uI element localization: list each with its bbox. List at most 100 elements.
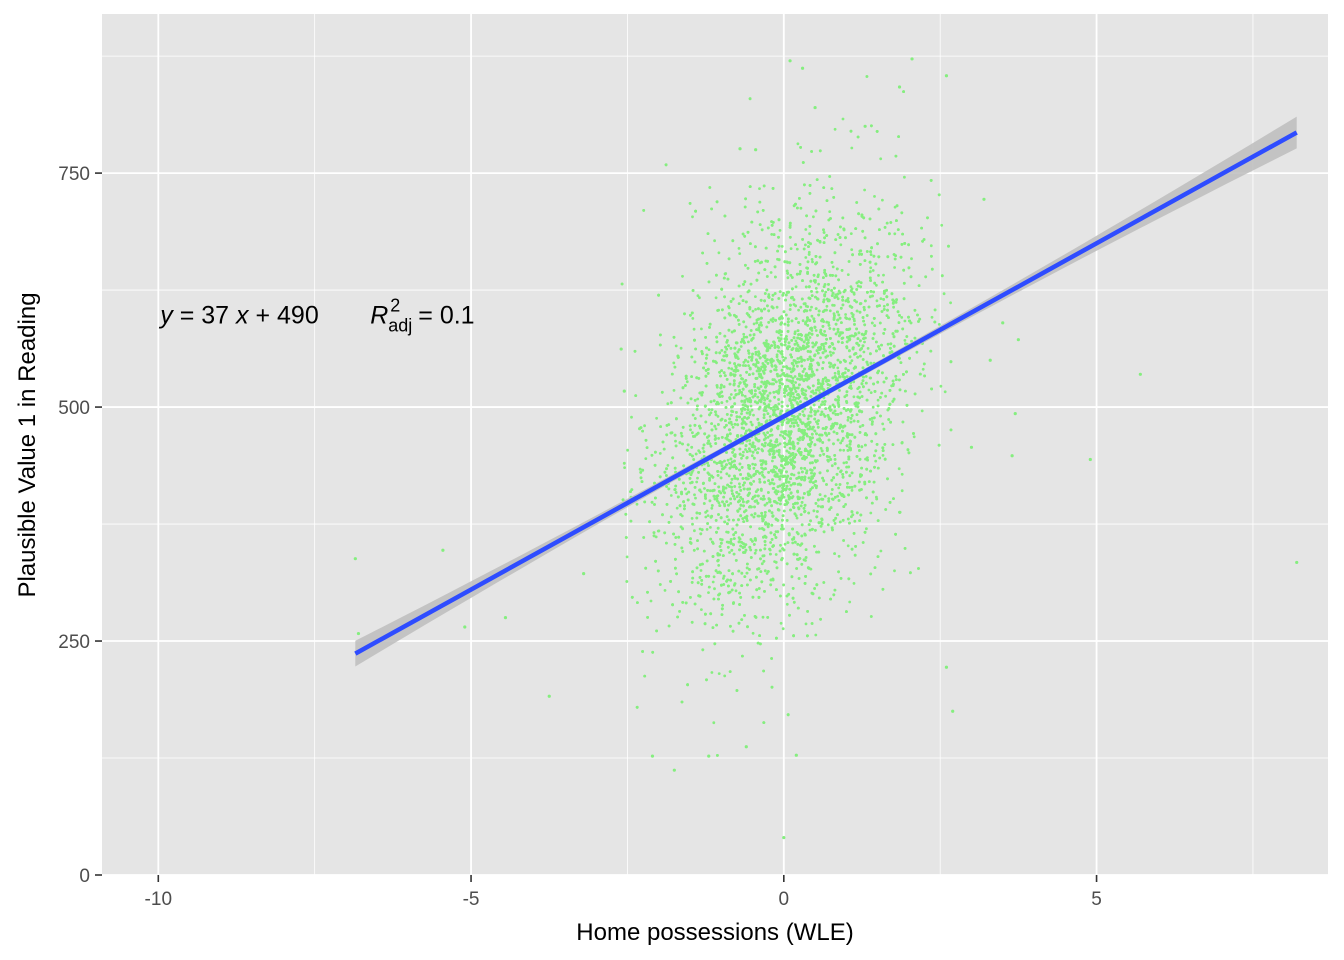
data-point: [869, 615, 873, 618]
data-point: [713, 482, 717, 485]
data-point: [856, 135, 860, 139]
data-point: [801, 319, 805, 323]
data-point: [875, 283, 878, 287]
data-point: [777, 235, 780, 239]
data-point: [901, 232, 904, 236]
data-point: [947, 244, 950, 248]
data-point: [902, 268, 906, 272]
data-point: [893, 257, 897, 261]
data-point: [700, 608, 703, 611]
data-point: [831, 498, 835, 501]
data-point: [833, 251, 837, 255]
data-point: [917, 284, 921, 287]
data-point: [863, 259, 867, 262]
data-point: [836, 513, 839, 516]
data-point: [794, 418, 798, 422]
data-point: [893, 266, 896, 269]
data-point: [795, 247, 799, 251]
data-point: [800, 523, 804, 527]
data-point: [844, 503, 847, 506]
data-point: [767, 321, 771, 324]
data-point: [748, 449, 752, 453]
data-point: [871, 294, 874, 298]
data-point: [862, 350, 866, 354]
data-point: [792, 383, 796, 387]
data-point: [696, 476, 699, 480]
data-point: [739, 345, 743, 348]
data-point: [753, 512, 757, 516]
data-point: [667, 521, 671, 524]
data-point: [775, 449, 779, 453]
data-point: [846, 418, 850, 422]
data-point: [713, 434, 717, 438]
data-point: [805, 469, 809, 473]
data-point: [775, 501, 779, 505]
data-point: [796, 206, 799, 210]
data-point: [904, 389, 907, 393]
data-point: [845, 400, 848, 403]
data-point: [811, 260, 814, 264]
data-point: [715, 335, 718, 339]
data-point: [855, 327, 858, 331]
data-point: [697, 377, 701, 380]
data-point: [862, 375, 865, 379]
data-point: [748, 413, 752, 416]
data-point: [712, 575, 716, 579]
data-point: [774, 553, 778, 556]
data-point: [717, 672, 721, 675]
data-point: [809, 519, 812, 523]
data-point: [770, 298, 774, 301]
data-point: [783, 337, 787, 341]
data-point: [718, 592, 722, 596]
data-point: [743, 234, 747, 238]
data-point: [689, 537, 692, 541]
data-point: [766, 412, 770, 415]
data-point: [717, 437, 720, 440]
data-point: [792, 537, 796, 541]
data-point: [700, 327, 703, 331]
data-point: [729, 457, 733, 461]
data-point: [785, 594, 789, 598]
data-point: [833, 371, 837, 375]
data-point: [833, 458, 837, 461]
data-point: [681, 550, 685, 553]
data-point: [860, 445, 864, 449]
data-point: [763, 480, 766, 484]
data-point: [792, 364, 796, 367]
data-point: [740, 399, 744, 403]
data-point: [770, 220, 773, 224]
data-point: [713, 587, 716, 591]
data-point: [804, 556, 808, 559]
data-point: [626, 448, 629, 452]
data-point: [758, 391, 762, 394]
data-point: [816, 351, 820, 355]
data-point: [714, 296, 718, 300]
data-point: [777, 297, 781, 300]
data-point: [841, 298, 845, 302]
data-point: [697, 594, 701, 598]
data-point: [779, 594, 782, 598]
data-point: [842, 448, 846, 452]
data-point: [790, 355, 793, 359]
data-point: [850, 146, 854, 150]
data-point: [695, 480, 699, 484]
data-point: [634, 394, 638, 397]
data-point: [837, 340, 840, 344]
data-point: [663, 589, 667, 592]
data-point: [808, 425, 812, 429]
data-point: [810, 314, 814, 318]
data-point: [809, 414, 813, 418]
data-point: [804, 228, 808, 231]
data-point: [831, 528, 834, 532]
data-point: [788, 235, 792, 239]
data-point: [821, 361, 825, 364]
data-point: [701, 446, 705, 450]
data-point: [845, 375, 849, 378]
data-point: [769, 583, 773, 587]
data-point: [800, 562, 804, 566]
data-point: [720, 349, 724, 352]
data-point: [711, 540, 714, 544]
data-point: [644, 457, 648, 460]
data-point: [757, 514, 761, 518]
data-point: [841, 475, 845, 479]
